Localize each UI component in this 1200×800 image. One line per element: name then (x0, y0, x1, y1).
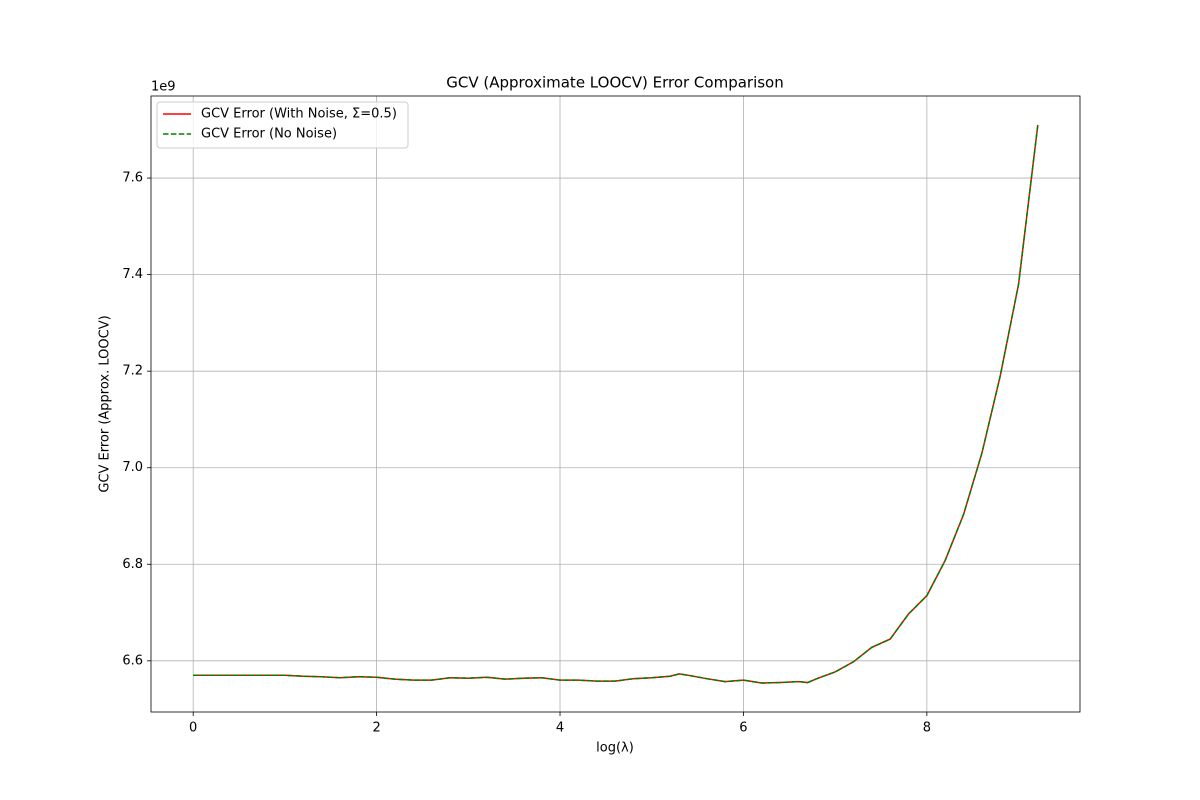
y-tick-label: 6.6 (122, 653, 143, 668)
legend-box (156, 101, 409, 149)
data-line (193, 124, 1039, 684)
y-tick-label: 7.4 (122, 267, 143, 282)
chart-title: GCV (Approximate LOOCV) Error Comparison (446, 74, 784, 92)
y-tick-label: 7.2 (122, 364, 143, 379)
x-tick-label: 0 (189, 721, 197, 736)
legend-label: GCV Error (No Noise) (201, 127, 337, 142)
y-axis-label: GCV Error (Approx. LOOCV) (98, 315, 113, 492)
y-tick-label: 7.6 (122, 171, 143, 186)
y-tick-label: 7.0 (122, 460, 143, 475)
x-tick-label: 2 (372, 721, 380, 736)
y-tick-label: 6.8 (122, 557, 143, 572)
x-tick-label: 4 (556, 721, 564, 736)
x-axis-label: log(λ) (596, 741, 634, 756)
y-offset-label: 1e9 (151, 80, 176, 95)
plot-frame (150, 95, 1081, 713)
legend-label: GCV Error (With Noise, Σ=0.5) (201, 107, 397, 122)
x-tick-label: 6 (739, 721, 747, 736)
x-tick-label: 8 (923, 721, 931, 736)
